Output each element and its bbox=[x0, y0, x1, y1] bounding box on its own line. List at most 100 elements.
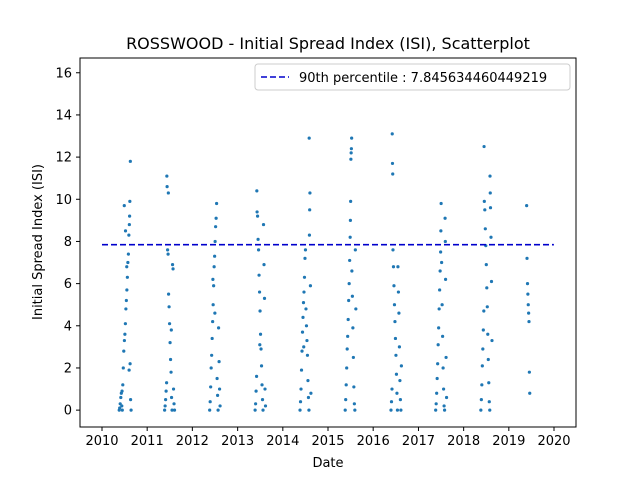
data-point bbox=[440, 260, 444, 265]
data-point bbox=[254, 374, 259, 378]
data-point bbox=[299, 368, 304, 372]
data-point bbox=[302, 275, 307, 279]
data-point bbox=[347, 298, 351, 303]
data-point bbox=[349, 199, 353, 203]
data-point bbox=[213, 239, 217, 244]
data-point bbox=[351, 355, 355, 360]
data-point bbox=[164, 389, 168, 393]
data-point bbox=[214, 216, 218, 220]
data-point bbox=[124, 298, 128, 303]
data-point bbox=[483, 227, 487, 231]
data-point bbox=[128, 397, 133, 402]
y-tick-label: 16 bbox=[55, 66, 72, 81]
data-point bbox=[211, 319, 215, 324]
data-point bbox=[525, 204, 529, 208]
data-point bbox=[169, 370, 173, 374]
data-point bbox=[257, 273, 261, 277]
data-point bbox=[209, 385, 213, 389]
data-point bbox=[308, 284, 313, 288]
data-point bbox=[208, 408, 212, 412]
data-point bbox=[390, 132, 394, 136]
data-point bbox=[303, 248, 308, 252]
data-point bbox=[300, 349, 304, 353]
data-point bbox=[255, 210, 259, 214]
data-point bbox=[122, 338, 127, 343]
plot-area bbox=[79, 57, 577, 428]
data-point bbox=[435, 391, 439, 395]
data-point bbox=[481, 347, 485, 351]
data-point bbox=[441, 334, 445, 338]
y-tick-label: 8 bbox=[64, 235, 72, 250]
data-point bbox=[258, 332, 263, 336]
data-point bbox=[390, 387, 394, 391]
scatter-points bbox=[117, 132, 532, 412]
data-point bbox=[480, 364, 484, 368]
data-point bbox=[170, 408, 174, 412]
data-point bbox=[349, 157, 353, 161]
data-point bbox=[352, 402, 356, 406]
data-point bbox=[527, 319, 531, 324]
data-point bbox=[441, 387, 446, 391]
data-point bbox=[394, 353, 398, 357]
y-tick-label: 4 bbox=[64, 319, 72, 334]
chart-title: ROSSWOOD - Initial Spread Index (ISI), S… bbox=[126, 34, 530, 53]
data-point bbox=[122, 349, 126, 353]
data-point bbox=[399, 364, 403, 368]
data-point bbox=[216, 326, 221, 330]
data-point bbox=[398, 379, 402, 383]
data-point bbox=[208, 400, 212, 404]
data-point bbox=[396, 265, 400, 269]
data-point bbox=[163, 408, 167, 412]
data-point bbox=[438, 288, 442, 292]
y-tick-label: 6 bbox=[64, 277, 72, 292]
data-point bbox=[122, 204, 126, 208]
data-point bbox=[437, 326, 441, 330]
x-tick-label: 2016 bbox=[357, 434, 390, 449]
x-tick-label: 2018 bbox=[447, 434, 480, 449]
x-tick-label: 2017 bbox=[402, 434, 435, 449]
data-point bbox=[348, 258, 352, 263]
x-tick-label: 2015 bbox=[311, 434, 344, 449]
data-point bbox=[125, 288, 129, 292]
data-point bbox=[126, 252, 130, 256]
data-point bbox=[210, 336, 214, 341]
data-point bbox=[121, 383, 125, 387]
data-point bbox=[398, 397, 403, 402]
data-point bbox=[437, 307, 441, 311]
data-point bbox=[434, 408, 438, 412]
data-point bbox=[306, 379, 310, 383]
data-point bbox=[479, 408, 483, 412]
data-point bbox=[128, 159, 132, 163]
data-point bbox=[526, 292, 530, 296]
y-tick-label: 14 bbox=[55, 108, 72, 123]
data-point bbox=[215, 376, 219, 381]
data-point bbox=[127, 222, 131, 227]
data-point bbox=[171, 387, 176, 391]
data-point bbox=[307, 233, 312, 237]
y-axis: 0 2 4 6 8 10 12 14 16 bbox=[55, 66, 80, 419]
data-point bbox=[488, 191, 492, 195]
data-point bbox=[302, 345, 306, 349]
data-point bbox=[166, 191, 170, 195]
x-tick-label: 2012 bbox=[176, 434, 209, 449]
x-tick-label: 2010 bbox=[85, 434, 118, 449]
data-point bbox=[127, 368, 131, 372]
data-point bbox=[441, 366, 445, 370]
data-point bbox=[488, 174, 492, 178]
data-point bbox=[345, 347, 349, 351]
data-point bbox=[126, 260, 130, 265]
data-point bbox=[443, 277, 448, 281]
data-point bbox=[298, 400, 303, 404]
data-point bbox=[487, 400, 491, 404]
data-point bbox=[255, 214, 260, 218]
data-point bbox=[124, 307, 128, 311]
data-point bbox=[399, 408, 403, 412]
data-point bbox=[482, 309, 486, 313]
data-point bbox=[346, 317, 350, 322]
data-point bbox=[527, 311, 531, 315]
data-point bbox=[487, 381, 491, 385]
data-point bbox=[349, 151, 353, 155]
data-point bbox=[217, 387, 222, 391]
y-tick-label: 12 bbox=[55, 151, 72, 166]
data-point bbox=[390, 161, 395, 166]
